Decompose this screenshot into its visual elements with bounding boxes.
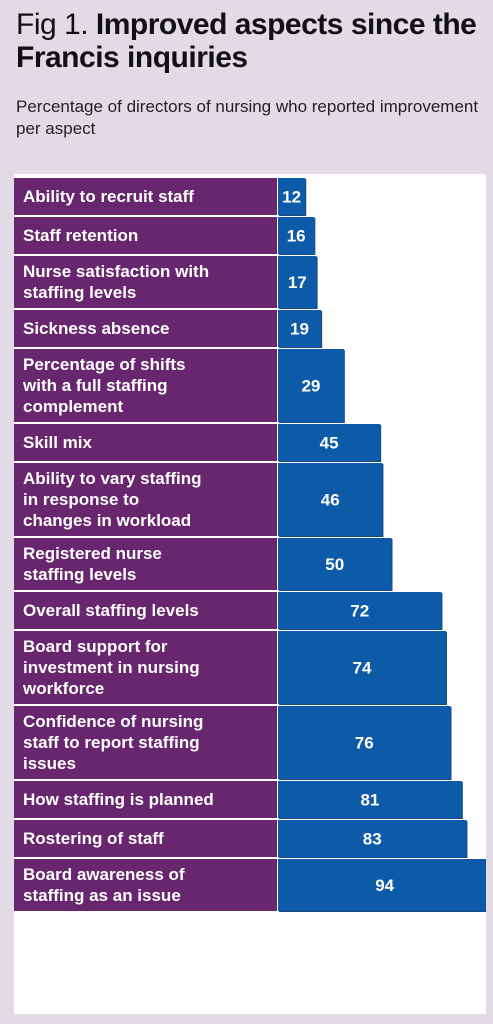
category-label: staffing levels [23, 565, 136, 584]
category-label-band [14, 178, 277, 215]
category-label: Overall staffing levels [23, 601, 199, 620]
bar-row: Staff retention 16 [14, 217, 316, 255]
bar-row: Registered nurse staffing levels 50 [14, 538, 393, 591]
value-label: 81 [360, 791, 379, 810]
bar-row: Confidence of nursing staff to report sta… [14, 706, 452, 780]
value-label: 16 [287, 227, 306, 246]
bar [278, 538, 392, 590]
figure-number: Fig 1. [16, 8, 89, 41]
category-label: Sickness absence [23, 319, 169, 338]
category-label: Registered nurse [23, 544, 162, 563]
value-label: 45 [320, 434, 339, 453]
bar [278, 781, 462, 818]
chart-panel: Ability to recruit staff 12 Staff retentio… [14, 174, 486, 1014]
bar-row: Sickness absence 19 [14, 310, 323, 348]
bar-row: Nurse satisfaction with staffing levels 17 [14, 256, 318, 309]
value-label: 46 [321, 491, 340, 510]
category-label: Nurse satisfaction with [23, 262, 209, 281]
category-label: staff to report staffing [23, 733, 200, 752]
bar [278, 256, 317, 308]
category-label: Percentage of shifts [23, 355, 186, 374]
bar [278, 631, 446, 704]
category-label-band [14, 706, 277, 779]
category-label: Rostering of staff [23, 829, 164, 848]
bar [278, 310, 322, 347]
category-label: staffing as an issue [23, 886, 181, 905]
category-label: complement [23, 397, 123, 416]
bar [278, 424, 381, 461]
value-label: 72 [350, 602, 369, 621]
category-label-band [14, 217, 277, 254]
category-label-band [14, 631, 277, 704]
value-label: 17 [288, 273, 307, 292]
category-label-band [14, 424, 277, 461]
bar-row: Board awareness of staffing as an issue 94 [14, 859, 486, 912]
category-label-band [14, 538, 277, 590]
bar-chart: Ability to recruit staff 12 Staff retentio… [14, 178, 486, 912]
bar [278, 217, 315, 254]
category-label: Board support for [23, 637, 168, 656]
category-label: investment in nursing [23, 658, 200, 677]
bar [278, 706, 451, 779]
bar [278, 178, 306, 215]
bar [278, 463, 383, 536]
bar-row: Ability to vary staffing in response to ch… [14, 463, 384, 537]
value-label: 29 [301, 377, 320, 396]
category-label-band [14, 859, 277, 911]
bar [278, 820, 467, 857]
bar-row: Rostering of staff 83 [14, 820, 468, 858]
category-label: Board awareness of [23, 865, 185, 884]
value-label: 19 [290, 320, 309, 339]
category-label-band [14, 463, 277, 536]
category-label: Skill mix [23, 433, 93, 452]
bar-row: Board support for investment in nursing wo… [14, 631, 447, 705]
bar [278, 859, 486, 911]
category-label-band [14, 310, 277, 347]
chart-heading: Fig 1. Improved aspects since the Franci… [16, 8, 486, 74]
category-label: issues [23, 754, 76, 773]
value-label: 83 [363, 830, 382, 849]
value-label: 12 [282, 188, 301, 207]
category-label: staffing levels [23, 283, 136, 302]
category-label-band [14, 781, 277, 818]
category-label: How staffing is planned [23, 790, 214, 809]
chart-subtitle: Percentage of directors of nursing who r… [16, 97, 479, 138]
value-label: 76 [355, 734, 374, 753]
bar-row: Skill mix 45 [14, 424, 382, 462]
value-label: 74 [353, 659, 372, 678]
category-label: Confidence of nursing [23, 712, 203, 731]
category-label: changes in workload [23, 511, 191, 530]
chart-title: Improved aspects since the Francis inqui… [16, 8, 477, 74]
value-label: 94 [375, 876, 394, 895]
bar-row: Ability to recruit staff 12 [14, 178, 307, 216]
category-label-band [14, 256, 277, 308]
value-label: 50 [325, 555, 344, 574]
category-label: workforce [22, 679, 104, 698]
category-label: Ability to vary staffing [23, 469, 202, 488]
category-label: Ability to recruit staff [23, 187, 194, 206]
bar-row: How staffing is planned 81 [14, 781, 463, 819]
bar [278, 592, 442, 629]
bar [278, 349, 344, 422]
bar-row: Overall staffing levels 72 [14, 592, 443, 630]
category-label-band [14, 349, 277, 422]
category-label-band [14, 592, 277, 629]
category-label: in response to [23, 490, 139, 509]
category-label-band [14, 820, 277, 857]
category-label: with a full staffing [22, 376, 168, 395]
bar-row: Percentage of shifts with a full staffing… [14, 349, 345, 423]
category-label: Staff retention [23, 226, 138, 245]
